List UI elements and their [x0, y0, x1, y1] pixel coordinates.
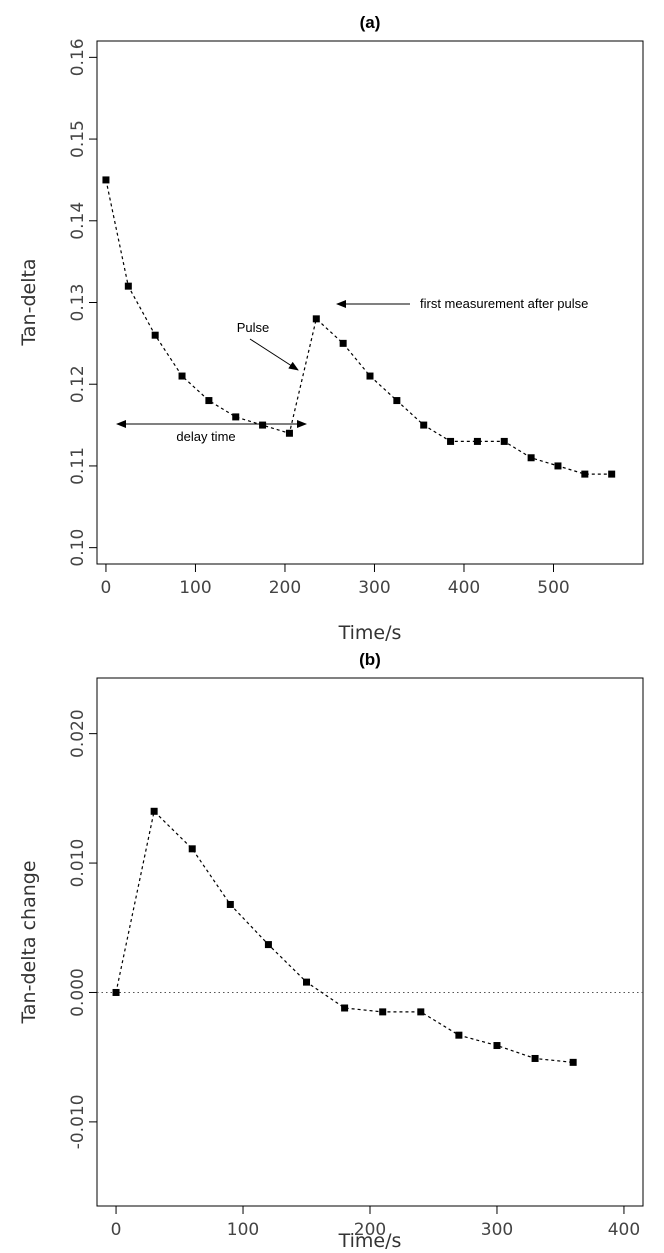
- data-point-b-9: [455, 1031, 463, 1039]
- data-point-a-5: [232, 413, 240, 421]
- x-tick-label-b-4: 400: [608, 1220, 640, 1240]
- y-axis-label-b: Tan-delta change: [18, 860, 40, 1024]
- x-tick-label-a-5: 500: [537, 578, 569, 598]
- x-tick-label-a-3: 300: [358, 578, 390, 598]
- first-measurement-annotation: first measurement after pulse: [420, 296, 588, 311]
- chart-title-a: (a): [360, 13, 381, 32]
- y-tick-label-a-1: 0.11: [68, 447, 88, 485]
- y-tick-label-a-4: 0.14: [68, 202, 88, 240]
- y-tick-label-b-0: -0.010: [68, 1094, 88, 1149]
- x-tick-label-a-2: 200: [269, 578, 301, 598]
- y-tick-label-b-2: 0.010: [68, 839, 88, 888]
- data-point-a-8: [312, 315, 320, 323]
- data-point-a-13: [447, 437, 455, 445]
- delay-time-annotation: delay time: [176, 429, 235, 444]
- x-tick-label-a-1: 100: [179, 578, 211, 598]
- x-tick-label-a-0: 0: [101, 578, 112, 598]
- y-tick-label-b-1: 0.000: [68, 968, 88, 1017]
- y-axis-label-a: Tan-delta: [18, 258, 40, 346]
- data-point-b-2: [188, 845, 196, 853]
- data-point-a-15: [500, 437, 508, 445]
- y-tick-label-a-6: 0.16: [68, 38, 88, 76]
- data-point-a-18: [581, 470, 589, 478]
- data-point-b-12: [569, 1058, 577, 1066]
- data-point-a-17: [554, 462, 562, 470]
- data-point-a-10: [366, 372, 374, 380]
- data-point-b-8: [417, 1008, 425, 1016]
- data-point-a-19: [608, 470, 616, 478]
- data-point-a-6: [259, 421, 267, 429]
- data-point-a-4: [205, 397, 213, 405]
- axis-ticks-b: 0 100 200 300 400 -0.010 0.000 0.010 0.020: [68, 709, 640, 1240]
- data-point-b-4: [264, 941, 272, 949]
- data-point-a-3: [178, 372, 186, 380]
- data-point-a-9: [339, 339, 347, 347]
- data-point-b-7: [379, 1008, 387, 1016]
- series-line-a: [105, 179, 612, 475]
- y-tick-label-a-5: 0.15: [68, 120, 88, 158]
- x-tick-label-b-2: 200: [354, 1220, 386, 1240]
- series-points-b: [112, 807, 577, 1066]
- axis-ticks-a: 0 100 200 300 400 500 0.10 0.11 0.12 0.13 0.14 0.15…: [68, 38, 570, 598]
- data-point-a-7: [285, 429, 293, 437]
- data-point-a-0: [102, 176, 110, 184]
- chart-title-b: (b): [359, 650, 381, 669]
- x-axis-label-b: Time/s: [338, 1230, 402, 1252]
- data-point-a-1: [124, 282, 132, 290]
- data-point-a-2: [151, 331, 159, 339]
- chart-panel-b: (b) Time/s Tan-delta change 0 100 200 300 40…: [18, 650, 644, 1252]
- y-tick-label-b-3: 0.020: [68, 709, 88, 758]
- data-point-b-6: [341, 1004, 349, 1012]
- data-point-a-16: [527, 454, 535, 462]
- x-tick-label-b-1: 100: [227, 1220, 259, 1240]
- data-point-b-1: [150, 807, 158, 815]
- data-point-a-11: [393, 397, 401, 405]
- x-axis-label-a: Time/s: [338, 622, 402, 644]
- x-tick-label-b-0: 0: [111, 1220, 122, 1240]
- data-point-b-5: [303, 978, 311, 986]
- pulse-annotation: Pulse: [237, 320, 270, 335]
- y-tick-label-a-0: 0.10: [68, 529, 88, 567]
- y-tick-label-a-3: 0.13: [68, 284, 88, 322]
- data-point-a-12: [420, 421, 428, 429]
- data-point-b-0: [112, 988, 120, 996]
- data-point-b-11: [531, 1054, 539, 1062]
- pulse-arrow: [249, 338, 299, 371]
- chart-panel-a: (a) Time/s Tan-delta 0 100 200 300 400 500 0.1…: [18, 13, 644, 644]
- data-point-a-14: [473, 437, 481, 445]
- plot-frame-b: [96, 677, 644, 1207]
- x-tick-label-b-3: 300: [481, 1220, 513, 1240]
- data-point-b-3: [226, 900, 234, 908]
- series-line-b: [115, 810, 574, 1063]
- data-point-b-10: [493, 1042, 501, 1050]
- y-tick-label-a-2: 0.12: [68, 365, 88, 403]
- x-tick-label-a-4: 400: [448, 578, 480, 598]
